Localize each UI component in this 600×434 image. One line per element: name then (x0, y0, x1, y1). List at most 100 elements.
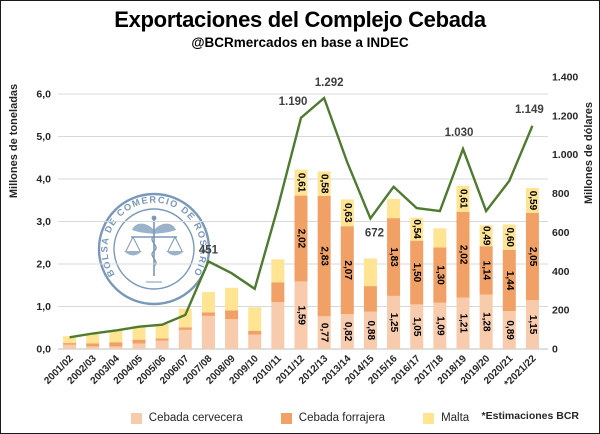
bar-segment-cebada-forrajera (363, 286, 377, 312)
bar-segment-cebada-forrajera (502, 249, 516, 312)
bar-segment-cebada-cervecera (155, 340, 169, 349)
bar-segment-cebada-cervecera (502, 311, 516, 349)
bar-segment-cebada-cervecera (178, 329, 192, 349)
bar-segment-label: 0,54 (411, 219, 422, 239)
bar-segment-malta (502, 224, 516, 250)
bar-segment-label: 1,14 (481, 261, 492, 281)
bar-segment-malta (363, 258, 377, 287)
bar-segment-cebada-cervecera (109, 346, 123, 349)
usd-export-line (69, 95, 534, 339)
bar-segment-cebada-cervecera (340, 314, 354, 349)
left-tick-label: 1,0 (36, 301, 51, 313)
left-tick-label: 2,0 (36, 259, 51, 271)
bar-segment-cebada-cervecera (433, 302, 447, 349)
bar-segment-label: 2,07 (342, 260, 353, 280)
bar-segment-cebada-cervecera (248, 334, 262, 349)
right-tick-label: 1.200 (552, 110, 578, 122)
bar-segment-malta (294, 169, 308, 196)
bar-segment-cebada-cervecera (456, 297, 470, 349)
bar-segment-malta (271, 259, 285, 283)
bar-segment-cebada-forrajera (201, 312, 215, 316)
bar-segment-malta (109, 330, 123, 343)
bar-segment-cebada-forrajera (456, 211, 470, 298)
bar-segment-cebada-forrajera (132, 339, 146, 344)
legend-item-malta: Malta (423, 412, 469, 424)
bar-segment-cebada-cervecera (225, 319, 239, 349)
legend-swatch (280, 412, 292, 424)
line-point-label: 1.030 (445, 127, 474, 139)
estimates-footnote: *Estimaciones BCR (481, 410, 579, 422)
bar-segment-label: 0,61 (458, 189, 469, 209)
bar-segment-label: 1,30 (434, 265, 445, 285)
bar-segment-label: 0,88 (365, 321, 376, 341)
bar-segment-malta (248, 307, 262, 331)
bar-segment-malta (132, 326, 146, 340)
bar-segment-cebada-cervecera (317, 316, 331, 349)
bar-segment-label: 0,77 (319, 323, 330, 343)
bar-segment-label: 1,59 (296, 305, 307, 325)
bar-segment-malta (456, 185, 470, 212)
bar-segment-label: 2,05 (527, 247, 538, 267)
left-tick-label: 6,0 (36, 89, 51, 101)
bar-segment-malta (178, 308, 192, 328)
bar-segment-cebada-forrajera (433, 247, 447, 303)
bar-segment-malta (63, 336, 77, 344)
bar-segment-cebada-forrajera (109, 342, 123, 347)
right-tick-label: 1.000 (552, 149, 578, 161)
left-tick-label: 3,0 (36, 216, 51, 228)
legend-label: Cebada cervecera (148, 412, 243, 424)
bar-segment-cebada-forrajera (525, 213, 539, 301)
left-axis-ticks: 0,0 1,0 2,0 3,0 4,0 5,0 6,0 (36, 89, 51, 356)
bar-segment-cebada-cervecera (132, 343, 146, 349)
bar-labels-group: 1,59 0,77 0,82 0,88 1,25 1,05 1,09 1,21 1,28 0,89… (296, 173, 538, 343)
bar-segment-label: 1,83 (388, 247, 399, 267)
legend-label: Malta (441, 412, 470, 424)
bar-segment-label: 0,63 (342, 203, 353, 223)
bar-segment-label: 1,28 (481, 312, 492, 332)
legend-item-cebada-forrajera: Cebada forrajera (280, 412, 385, 424)
bar-segment-cebada-forrajera (155, 338, 169, 341)
line-point-label: 1.190 (279, 96, 308, 108)
bar-segment-label: 0,49 (481, 226, 492, 246)
bar-segment-cebada-cervecera (410, 304, 424, 349)
bar-segment-cebada-forrajera (225, 310, 239, 320)
line-point-label: 1.292 (315, 77, 344, 89)
bar-segment-label: 0,61 (296, 173, 307, 193)
bar-segment-cebada-forrajera (340, 226, 354, 315)
bar-segment-cebada-cervecera (294, 281, 308, 349)
bar-segment-cebada-cervecera (63, 344, 77, 349)
bar-segment-label: 0,58 (319, 174, 330, 194)
bar-segment-cebada-cervecera (271, 302, 285, 349)
legend-swatch (423, 412, 435, 424)
bar-segment-label: 0,60 (504, 227, 515, 247)
bar-segment-label: 0,89 (504, 320, 515, 340)
line-point-label: 672 (365, 227, 384, 239)
bar-segment-malta (317, 171, 331, 196)
bar-segment-cebada-forrajera (317, 196, 331, 317)
bar-segment-label: 2,02 (458, 245, 469, 265)
bar-segment-malta (525, 187, 539, 213)
bars-group (63, 169, 539, 349)
bar-segment-malta (387, 198, 401, 219)
line-point-label: 451 (199, 244, 219, 256)
bar-segment-malta (201, 292, 215, 313)
bar-segment-cebada-forrajera (387, 218, 401, 296)
bar-segment-cebada-forrajera (294, 195, 308, 282)
bar-segment-label: 1,21 (458, 314, 469, 334)
bar-segment-label: 1,15 (527, 315, 538, 335)
right-tick-label: 600 (552, 227, 570, 239)
bar-segment-cebada-cervecera (86, 346, 100, 349)
right-tick-label: 0 (552, 344, 558, 356)
bar-segment-label: 1,09 (434, 316, 445, 336)
bar-segment-malta (479, 225, 493, 247)
bar-segment-label: 2,83 (319, 246, 330, 266)
bar-segment-cebada-forrajera (271, 282, 285, 303)
right-tick-label: 1.400 (552, 72, 578, 84)
left-tick-label: 4,0 (36, 174, 51, 186)
right-tick-label: 200 (552, 305, 570, 317)
left-tick-label: 0,0 (36, 344, 51, 356)
bar-segment-cebada-forrajera (178, 327, 192, 330)
bar-segment-malta (433, 228, 447, 248)
bar-segment-cebada-cervecera (525, 300, 539, 349)
